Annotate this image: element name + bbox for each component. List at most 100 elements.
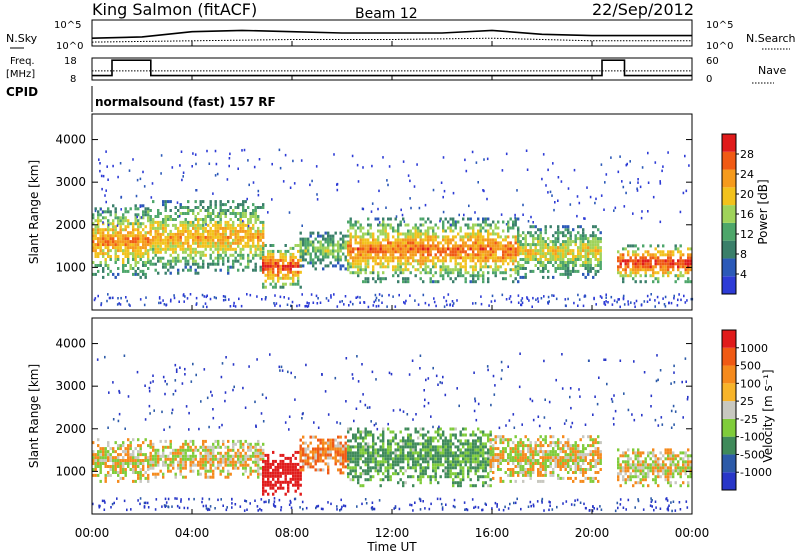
echo-cell	[378, 299, 380, 302]
echo-cell	[552, 249, 555, 253]
echo-cell	[414, 430, 417, 434]
echo-cell	[404, 445, 407, 449]
echo-cell	[252, 215, 255, 218]
echo-cell	[564, 261, 567, 264]
echo-cell	[582, 255, 585, 258]
echo-cell	[209, 206, 212, 209]
echo-cell	[372, 304, 375, 307]
echo-cell	[354, 235, 357, 239]
echo-cell	[354, 271, 357, 275]
echo-cell	[312, 231, 315, 235]
echo-cell	[144, 471, 147, 474]
echo-cell	[444, 442, 447, 446]
echo-cell	[424, 265, 427, 269]
echo-cell	[137, 459, 140, 462]
echo-cell	[229, 472, 232, 476]
echo-cell	[157, 250, 160, 254]
echo-cell	[217, 442, 220, 446]
echo-cell	[573, 168, 576, 172]
echo-cell	[189, 229, 192, 233]
echo-cell	[344, 240, 347, 244]
echo-cell	[327, 299, 330, 302]
echo-cell	[477, 238, 480, 242]
echo-cell	[339, 435, 342, 439]
echo-cell	[354, 241, 357, 245]
echo-cell	[134, 234, 137, 238]
echo-cell	[219, 238, 222, 242]
echo-cell	[139, 444, 142, 448]
echo-cell	[189, 250, 192, 254]
echo-cell	[482, 451, 485, 455]
echo-cell	[122, 258, 125, 261]
echo-cell	[442, 256, 445, 260]
echo-cell	[267, 276, 270, 280]
echo-cell	[487, 241, 490, 245]
echo-cell	[262, 246, 265, 250]
echo-cell	[437, 247, 440, 251]
echo-cell	[112, 462, 115, 465]
echo-cell	[384, 448, 387, 452]
echo-cell	[274, 264, 277, 268]
echo-cell	[442, 238, 445, 242]
echo-cell	[137, 450, 140, 454]
echo-cell	[384, 232, 387, 236]
echo-cell	[317, 231, 320, 235]
echo-cell	[267, 211, 269, 214]
echo-cell	[454, 454, 457, 458]
echo-cell	[611, 303, 614, 306]
echo-cell	[387, 469, 390, 473]
echo-cell	[412, 265, 415, 269]
echo-cell	[356, 295, 359, 299]
echo-cell	[519, 264, 522, 267]
echo-cell	[219, 445, 222, 449]
echo-cell	[352, 235, 355, 239]
echo-cell	[349, 439, 352, 443]
echo-cell	[299, 450, 302, 454]
echo-cell	[192, 256, 195, 260]
echo-cell	[247, 454, 250, 458]
echo-cell	[127, 231, 130, 235]
echo-cell	[474, 265, 477, 269]
echo-cell	[162, 200, 165, 204]
echo-cell	[472, 265, 475, 269]
echo-cell	[164, 215, 167, 218]
echo-cell	[160, 154, 163, 157]
echo-cell	[364, 478, 367, 482]
echo-cell	[234, 250, 237, 254]
echo-cell	[419, 466, 422, 470]
echo-cell	[409, 262, 412, 266]
echo-cell	[555, 297, 558, 301]
echo-cell	[259, 206, 262, 209]
echo-cell	[152, 235, 155, 239]
echo-cell	[634, 259, 637, 263]
echo-cell	[279, 471, 282, 475]
echo-cell	[122, 267, 125, 270]
echo-cell	[217, 466, 220, 470]
echo-cell	[532, 243, 535, 247]
echo-cell	[594, 234, 597, 238]
echo-cell	[369, 466, 372, 470]
echo-cell	[292, 474, 295, 478]
echo-cell	[397, 448, 400, 452]
echo-cell	[384, 229, 387, 233]
echo-cell	[287, 264, 290, 268]
echo-cell	[112, 296, 114, 300]
echo-cell	[429, 475, 432, 479]
echo-cell	[349, 226, 352, 230]
echo-cell	[402, 256, 405, 260]
echo-cell	[264, 483, 267, 487]
echo-cell	[172, 451, 175, 455]
echo-cell	[277, 474, 280, 478]
echo-cell	[637, 259, 640, 263]
echo-cell	[422, 256, 425, 260]
echo-cell	[267, 474, 270, 478]
echo-cell	[437, 451, 440, 455]
echo-cell	[662, 262, 665, 266]
echo-cell	[377, 469, 380, 473]
echo-cell	[94, 453, 97, 457]
echo-cell	[109, 459, 112, 462]
echo-cell	[539, 231, 542, 235]
echo-cell	[334, 447, 337, 451]
echo-cell	[134, 243, 137, 247]
echo-cell	[252, 460, 255, 464]
